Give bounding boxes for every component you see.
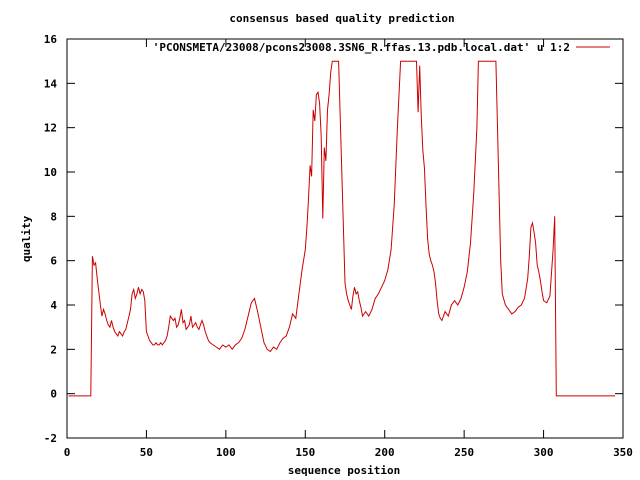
y-axis-label: quality <box>20 215 33 262</box>
x-tick-label: 100 <box>216 446 236 459</box>
x-tick-label: 150 <box>295 446 315 459</box>
y-tick-label: 16 <box>44 33 58 46</box>
y-tick-label: 8 <box>50 210 57 223</box>
y-tick-label: 2 <box>50 343 57 356</box>
x-tick-label: 300 <box>534 446 554 459</box>
y-tick-label: -2 <box>44 432 57 445</box>
series-line-0 <box>68 60 616 397</box>
x-tick-label: 250 <box>454 446 474 459</box>
plot-frame <box>66 38 624 439</box>
x-tick-label: 350 <box>613 446 633 459</box>
x-tick-label: 50 <box>140 446 153 459</box>
x-tick-label: 0 <box>64 446 71 459</box>
series-layer <box>68 60 616 397</box>
legend: 'PCONSMETA/23008/pcons23008.3SN6_R.ffas.… <box>153 41 610 54</box>
chart-title: consensus based quality prediction <box>229 12 454 25</box>
y-tick-label: 10 <box>44 166 57 179</box>
y-tick-label: 6 <box>50 255 57 268</box>
legend-entry-label: 'PCONSMETA/23008/pcons23008.3SN6_R.ffas.… <box>153 41 570 54</box>
y-tick-label: 4 <box>50 299 57 312</box>
x-tick-label: 200 <box>375 446 395 459</box>
y-tick-label: 0 <box>50 388 57 401</box>
axis-ticks: -2 0 2 4 6 8 10 12 14 16 0 50 100 150 200 250 300 350 <box>44 33 633 459</box>
y-tick-label: 12 <box>44 122 57 135</box>
x-axis-label: sequence position <box>288 464 401 477</box>
y-tick-label: 14 <box>44 77 58 90</box>
